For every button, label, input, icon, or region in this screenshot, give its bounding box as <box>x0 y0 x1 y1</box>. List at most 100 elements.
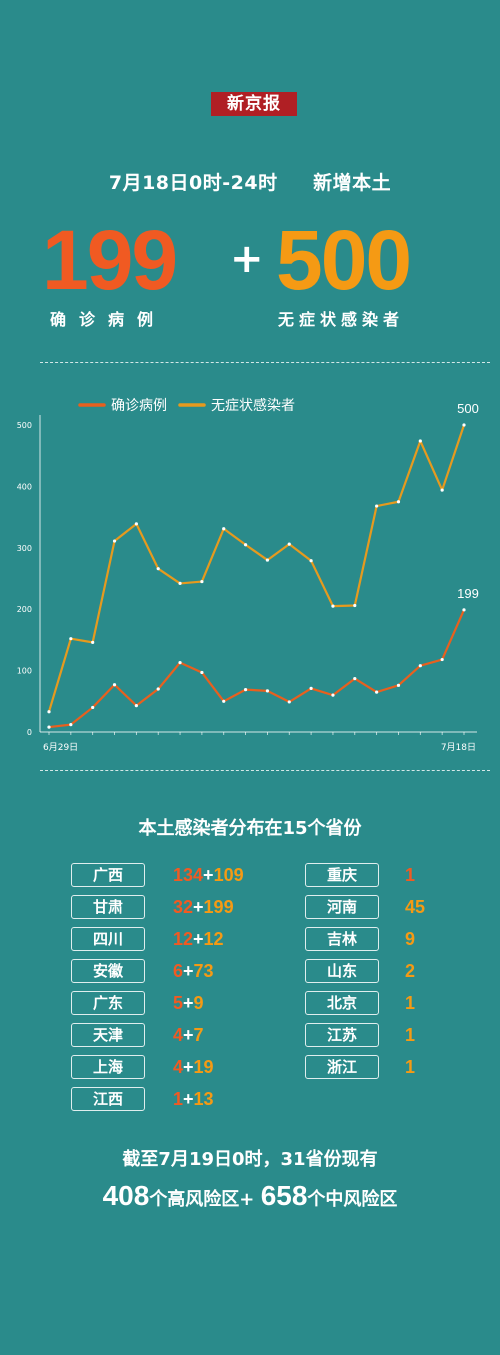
y-tick-label: 300 <box>17 544 32 553</box>
data-point <box>440 657 444 662</box>
confirmed-count: 5 <box>173 993 184 1013</box>
distribution-title: 本土感染者分布在15个省份 <box>138 818 362 839</box>
plus-sign: + <box>230 236 264 282</box>
data-point <box>91 705 95 710</box>
province-count: 1 <box>405 863 415 887</box>
data-point <box>440 488 444 492</box>
data-point <box>156 687 160 691</box>
footer-line2: 408个高风险区+ 658个中风险区 <box>0 1180 500 1212</box>
y-tick-label: 500 <box>17 421 32 430</box>
data-point <box>462 423 466 427</box>
data-point <box>375 504 379 508</box>
plus-sign: + <box>193 897 204 917</box>
x-tick-label: 7月18日 <box>441 742 476 753</box>
data-point <box>287 542 291 546</box>
end-value-label: 199 <box>457 586 479 601</box>
data-point <box>222 699 226 703</box>
confirmed-label: 确诊病例 <box>50 310 167 329</box>
data-point <box>112 683 117 687</box>
asymptomatic-count: 9 <box>193 993 204 1013</box>
legend-label: 确诊病例 <box>111 398 167 414</box>
asymptomatic-number: 500 <box>276 213 412 307</box>
high-risk-count: 408 <box>102 1180 150 1211</box>
asymptomatic-count: 9 <box>405 929 416 949</box>
data-point <box>200 670 204 675</box>
province-count: 9 <box>405 927 415 951</box>
headline: 7月18日0时-24时 新增本土 <box>108 172 392 194</box>
confirmed-number: 199 <box>42 213 178 307</box>
confirmed-count: 4 <box>173 1057 184 1077</box>
province-count: 12+12 <box>173 927 224 951</box>
data-point <box>91 640 95 644</box>
data-point <box>134 522 138 526</box>
province-label: 甘肃 <box>71 895 145 919</box>
data-point <box>265 558 270 562</box>
data-point <box>331 693 335 697</box>
legend-label: 无症状感染者 <box>211 397 295 414</box>
newspaper-logo: 新京报 <box>211 92 297 116</box>
province-label: 重庆 <box>305 863 379 887</box>
data-point <box>287 700 291 704</box>
mid-risk-count: 658 <box>260 1180 308 1211</box>
province-count: 1+13 <box>173 1087 214 1111</box>
asymptomatic-count: 19 <box>193 1057 214 1077</box>
asymptomatic-count: 199 <box>203 897 234 917</box>
data-point <box>243 543 248 547</box>
asymptomatic-count: 1 <box>405 993 416 1013</box>
asymptomatic-count: 13 <box>193 1089 214 1109</box>
province-count: 4+7 <box>173 1023 204 1047</box>
province-label: 吉林 <box>305 927 379 951</box>
data-point <box>353 603 357 608</box>
footer-line1: 截至7月19日0时，31省份现有 <box>122 1149 378 1170</box>
asymptomatic-count: 109 <box>213 865 244 885</box>
province-label: 江西 <box>71 1087 145 1111</box>
data-point <box>69 723 73 727</box>
province-count: 4+19 <box>173 1055 214 1079</box>
divider-bottom <box>40 770 490 771</box>
province-label: 江苏 <box>305 1023 379 1047</box>
data-point <box>47 725 51 729</box>
province-label: 北京 <box>305 991 379 1015</box>
data-point <box>309 686 313 691</box>
data-point <box>47 710 51 714</box>
data-point <box>69 637 73 641</box>
asymptomatic-count: 12 <box>203 929 224 949</box>
province-count: 2 <box>405 959 415 983</box>
confirmed-count: 32 <box>173 897 194 917</box>
asymptomatic-count: 7 <box>193 1025 204 1045</box>
data-point <box>418 439 422 443</box>
confirmed-count: 4 <box>173 1025 184 1045</box>
province-label: 山东 <box>305 959 379 983</box>
province-label: 四川 <box>71 927 145 951</box>
data-point <box>200 579 204 584</box>
province-label: 安徽 <box>71 959 145 983</box>
data-point <box>178 581 182 586</box>
end-value-label: 500 <box>457 401 479 416</box>
data-point <box>178 661 182 665</box>
province-label: 浙江 <box>305 1055 379 1079</box>
data-point <box>396 683 401 687</box>
province-count: 134+109 <box>173 863 244 887</box>
province-count: 1 <box>405 1023 415 1047</box>
data-point <box>418 664 422 668</box>
province-count: 6+73 <box>173 959 214 983</box>
high-risk-text: 个高风险区+ <box>149 1189 255 1210</box>
confirmed-count: 134 <box>173 865 204 885</box>
data-point <box>112 539 117 543</box>
y-tick-label: 200 <box>17 605 32 614</box>
mid-risk-text: 个中风险区 <box>307 1189 398 1210</box>
data-point <box>156 567 160 571</box>
data-point <box>134 703 138 708</box>
series-line <box>48 609 466 729</box>
plus-sign: + <box>183 1057 194 1077</box>
province-count: 1 <box>405 991 415 1015</box>
province-count: 5+9 <box>173 991 204 1015</box>
data-point <box>243 688 248 692</box>
series-line <box>47 424 466 713</box>
y-tick-label: 0 <box>27 728 32 737</box>
divider-top <box>40 362 490 363</box>
province-label: 上海 <box>71 1055 145 1079</box>
province-count: 45 <box>405 895 425 919</box>
province-label: 河南 <box>305 895 379 919</box>
plus-sign: + <box>183 1089 194 1109</box>
